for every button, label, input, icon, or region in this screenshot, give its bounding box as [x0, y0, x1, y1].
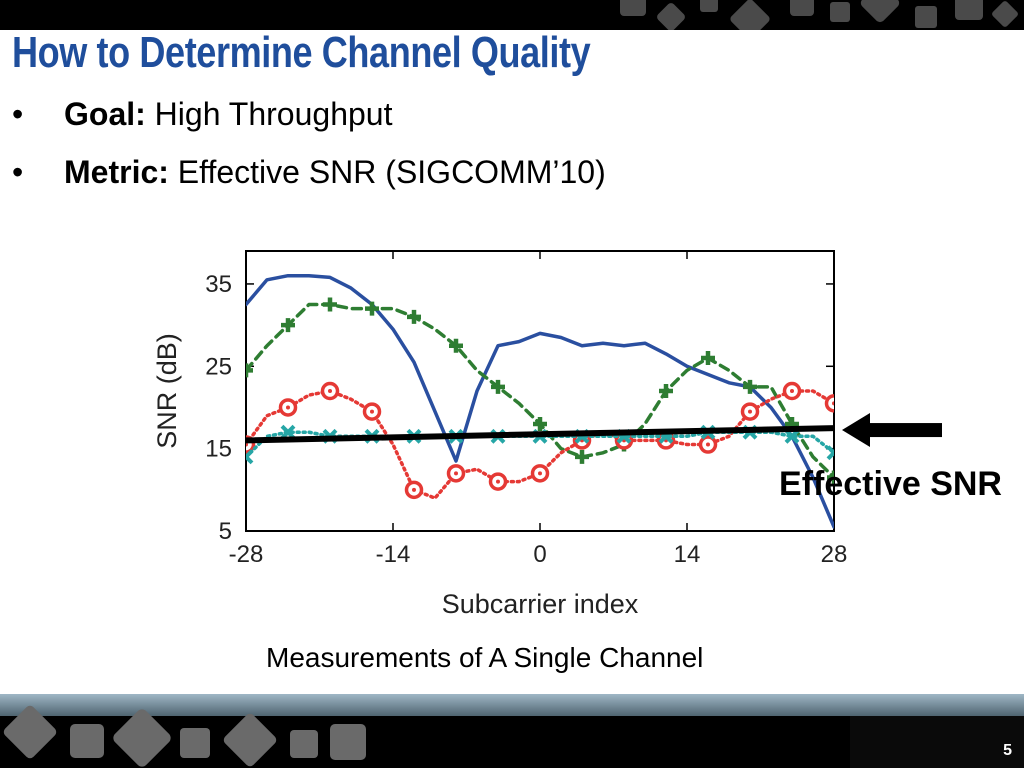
- data-point-center: [454, 471, 458, 476]
- bullet-metric: • Metric: Effective SNR (SIGCOMM’10): [12, 154, 606, 191]
- bullet-label: Metric:: [64, 154, 169, 190]
- data-point-center: [246, 442, 248, 447]
- data-point: [407, 309, 421, 324]
- annotation-arrow-shaft: [868, 423, 942, 438]
- data-point: [743, 379, 757, 394]
- annotation-arrow-head: [842, 413, 870, 448]
- series-4: [246, 425, 834, 444]
- series-0: [246, 273, 834, 529]
- data-point-center: [706, 442, 710, 447]
- data-point: [449, 338, 463, 353]
- data-point: [533, 416, 547, 431]
- data-point: [575, 449, 589, 464]
- y-axis-label: SNR (dB): [152, 333, 182, 449]
- data-point: [826, 445, 834, 461]
- data-point: [701, 351, 715, 366]
- data-point: [365, 301, 379, 316]
- bullet-label: Goal:: [64, 96, 146, 132]
- data-point-center: [748, 409, 752, 414]
- data-point-center: [538, 471, 542, 476]
- data-point-center: [370, 409, 374, 414]
- slide-page-number: 5: [1003, 742, 1012, 759]
- y-tick-label: 25: [205, 353, 232, 380]
- x-axis-label: Subcarrier index: [442, 589, 639, 619]
- data-point: [323, 297, 337, 312]
- effective-snr-annotation: Effective SNR: [779, 465, 1002, 503]
- bottom-pattern-graphic: [0, 694, 1024, 768]
- bullet-marker: •: [12, 96, 24, 132]
- data-point-center: [286, 405, 290, 410]
- snr-chart: -28 -14 0 14 28 5 15 25 35 Subcarrier index SNR (d…: [152, 250, 1002, 619]
- data-point: [824, 394, 834, 413]
- bullet-text: High Throughput: [145, 96, 393, 132]
- x-tick-label: 28: [821, 541, 848, 568]
- data-point: [491, 379, 505, 394]
- x-tick-label: 14: [674, 541, 701, 568]
- x-tick-label: -28: [229, 541, 264, 568]
- slide-title: How to Determine Channel Quality: [12, 28, 591, 77]
- y-tick-label: 5: [219, 518, 232, 545]
- data-point-center: [496, 479, 500, 484]
- chart-caption: Measurements of A Single Channel: [266, 642, 704, 673]
- series-line: [246, 273, 834, 529]
- data-point-center: [412, 487, 416, 492]
- data-point: [246, 363, 253, 378]
- x-tick-label: 0: [533, 541, 546, 568]
- data-point-center: [832, 401, 834, 406]
- effective-snr-line: [246, 425, 834, 444]
- top-pattern-graphic: [620, 0, 1018, 30]
- data-point: [827, 470, 834, 485]
- bottom-decorative-band: 5: [0, 694, 1024, 768]
- bullet-text: Effective SNR (SIGCOMM’10): [168, 154, 606, 190]
- data-point: [784, 428, 800, 444]
- data-point: [281, 318, 295, 333]
- data-point-center: [790, 389, 794, 393]
- y-tick-label: 15: [205, 436, 232, 463]
- data-point: [246, 449, 254, 465]
- y-tick-label: 35: [205, 271, 232, 298]
- data-point: [659, 384, 673, 398]
- bullet-goal: • Goal: High Throughput: [12, 96, 392, 133]
- bullet-marker: •: [12, 154, 24, 190]
- x-tick-label: -14: [376, 541, 411, 568]
- data-point-center: [328, 389, 332, 393]
- top-decorative-band: [0, 0, 1024, 30]
- data-point: [280, 424, 296, 440]
